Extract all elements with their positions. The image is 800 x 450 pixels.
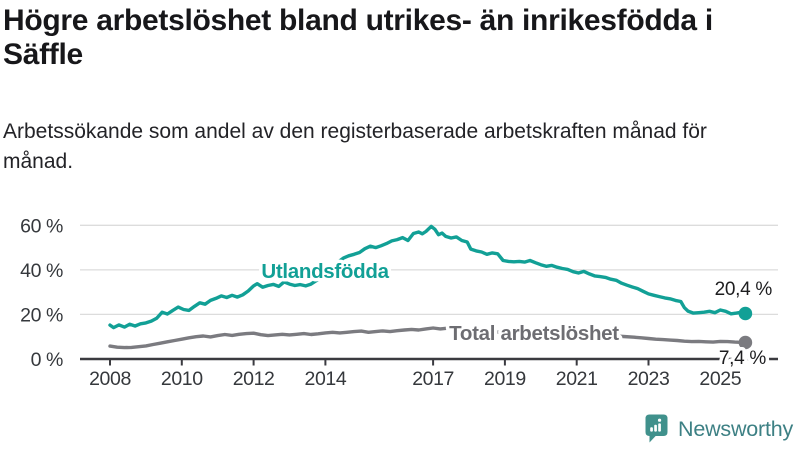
chart-subtitle: Arbetssökande som andel av den registerb… (3, 120, 707, 173)
x-axis-label: 2010 (161, 368, 203, 390)
x-axis-label: 2019 (484, 368, 526, 390)
y-axis-label: 40 % (20, 260, 63, 282)
x-axis-label: 2012 (233, 368, 275, 390)
series-end-dot-1 (738, 335, 753, 350)
series-label-0: Utlandsfödda (261, 260, 389, 283)
newsworthy-speech-bubble-bar-chart-icon (645, 414, 668, 443)
x-axis-label: 2008 (89, 368, 131, 390)
x-axis-label: 2023 (628, 368, 670, 390)
series-line-1 (108, 326, 748, 350)
end-value-label-1: 7,4 % (719, 348, 766, 369)
y-axis-label: 20 % (20, 304, 63, 326)
x-axis-label: 2014 (305, 368, 347, 390)
series-line-0 (108, 224, 748, 330)
page-title: Högre arbetslöshet bland utrikes- än inr… (3, 4, 713, 71)
x-axis-label: 2025 (699, 368, 741, 390)
y-axis-label: 0 % (31, 349, 63, 371)
series-end-dot-0 (738, 306, 753, 321)
y-axis-label: 60 % (20, 215, 63, 237)
series-label-1: Total arbetslöshet (449, 322, 619, 345)
newsworthy-logo: Newsworthy (645, 414, 793, 444)
newsworthy-logo-text: Newsworthy (678, 416, 794, 441)
end-value-label-0: 20,4 % (715, 279, 773, 300)
x-axis-label: 2017 (412, 368, 454, 390)
x-axis-label: 2021 (556, 368, 598, 390)
